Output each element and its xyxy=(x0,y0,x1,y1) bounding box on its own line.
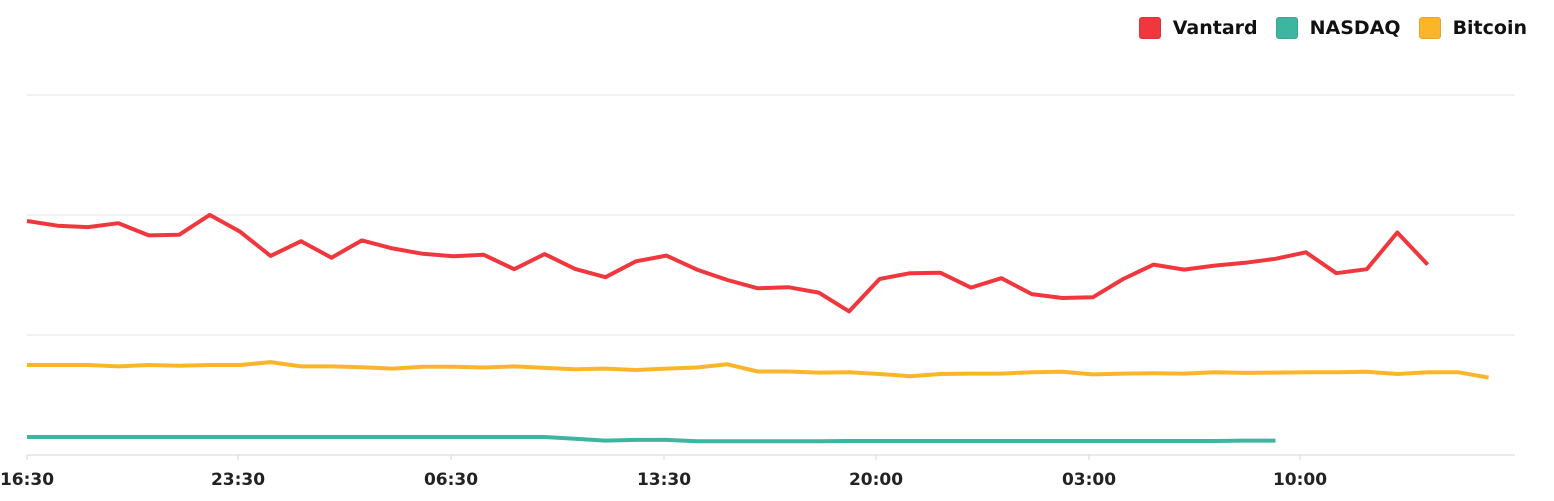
legend-swatch-vantard xyxy=(1138,17,1161,39)
series-line-nasdaq[interactable] xyxy=(27,435,1276,444)
legend-item-bitcoin[interactable]: Bitcoin xyxy=(1418,17,1527,39)
series-line-bitcoin[interactable] xyxy=(27,360,1489,380)
grid-lines xyxy=(27,94,1515,336)
x-axis: 16:30 23:30 06:30 13:30 20:00 03:00 10:00 xyxy=(0,454,1515,490)
legend: Vantard NASDAQ Bitcoin xyxy=(1121,17,1527,39)
x-tick-label: 06:30 xyxy=(424,470,478,490)
series-lines xyxy=(26,212,1489,444)
legend-label-vantard: Vantard xyxy=(1172,17,1258,39)
x-tick-label: 23:30 xyxy=(211,470,265,490)
legend-label-nasdaq: NASDAQ xyxy=(1309,17,1401,39)
legend-item-vantard[interactable]: Vantard xyxy=(1138,17,1258,39)
legend-item-nasdaq[interactable]: NASDAQ xyxy=(1275,17,1401,39)
x-tick-label: 20:00 xyxy=(849,470,903,490)
x-tick-label: 03:00 xyxy=(1062,470,1116,490)
x-tick-label: 10:00 xyxy=(1273,470,1327,490)
x-tick-label: 16:30 xyxy=(0,470,54,490)
x-tick-label: 13:30 xyxy=(637,470,691,490)
series-line-vantard[interactable] xyxy=(26,212,1430,314)
legend-swatch-bitcoin xyxy=(1418,17,1441,39)
legend-swatch-nasdaq xyxy=(1275,17,1298,39)
legend-label-bitcoin: Bitcoin xyxy=(1452,17,1527,39)
